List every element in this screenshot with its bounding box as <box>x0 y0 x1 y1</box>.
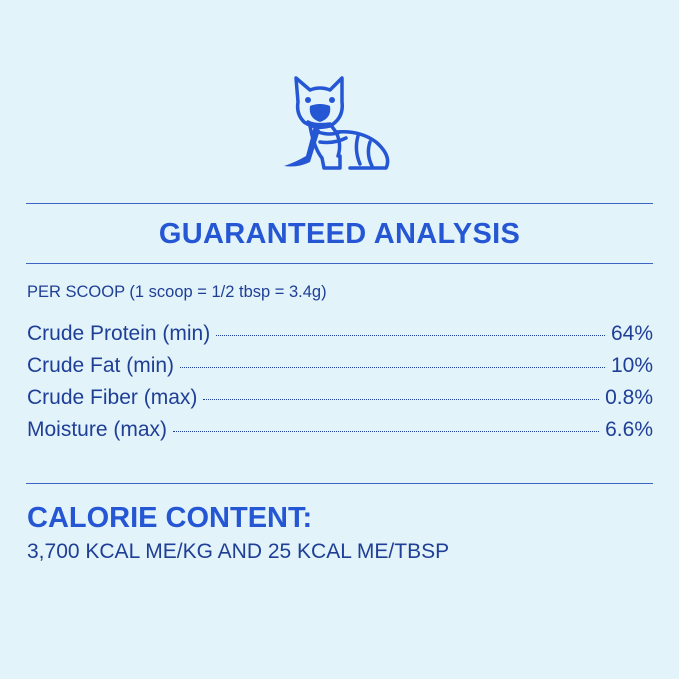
french-bulldog-icon <box>284 76 390 170</box>
analysis-label: Crude Protein (min) <box>27 322 211 345</box>
analysis-label: Crude Fiber (max) <box>27 386 198 409</box>
calorie-divider <box>26 483 653 484</box>
dot-leader <box>173 431 600 432</box>
top-divider <box>26 203 653 204</box>
dot-leader <box>180 367 605 368</box>
analysis-label: Crude Fat (min) <box>27 354 175 377</box>
analysis-label: Moisture (max) <box>27 418 168 441</box>
analysis-value: 64% <box>610 322 653 345</box>
analysis-value: 10% <box>610 354 653 377</box>
analysis-row-fiber: Crude Fiber (max) 0.8% <box>27 386 653 410</box>
analysis-value: 0.8% <box>605 386 653 409</box>
analysis-row-fat: Crude Fat (min) 10% <box>27 354 653 378</box>
calorie-content-text: 3,700 KCAL ME/KG AND 25 KCAL ME/TBSP <box>27 540 450 563</box>
calorie-content-heading: CALORIE CONTENT: <box>27 502 313 534</box>
analysis-row-protein: Crude Protein (min) 64% <box>27 322 653 346</box>
analysis-row-moisture: Moisture (max) 6.6% <box>27 418 653 442</box>
guaranteed-analysis-heading: GUARANTEED ANALYSIS <box>158 218 521 250</box>
analysis-value: 6.6% <box>605 418 653 441</box>
dot-leader <box>203 399 600 400</box>
per-scoop-note: PER SCOOP (1 scoop = 1/2 tbsp = 3.4g) <box>27 283 327 301</box>
heading-divider <box>26 263 653 264</box>
dot-leader <box>216 335 605 336</box>
